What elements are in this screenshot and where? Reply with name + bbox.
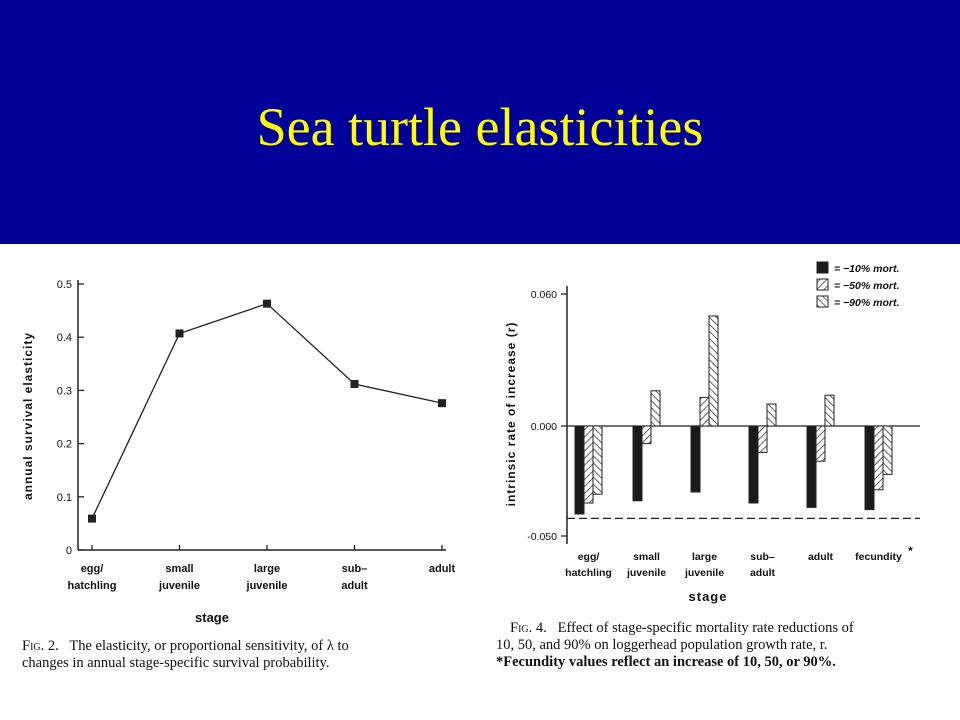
x-tick-label: juvenile (684, 567, 724, 579)
y-tick-label: 0.4 (57, 332, 72, 344)
x-tick-label: small (165, 563, 193, 575)
y-tick-label: -0.050 (527, 531, 557, 543)
y-axis-label: annual survival elasticity (21, 332, 35, 500)
y-axis-label: intrinsic rate of increase (r) (504, 322, 518, 507)
x-tick-label: * (908, 544, 913, 558)
bar (748, 425, 759, 504)
bar (574, 425, 585, 515)
y-tick-label: 0.3 (57, 385, 72, 397)
bar (806, 425, 817, 508)
fig2-caption: Fig. 2. The elasticity, or proportional … (22, 638, 472, 672)
fig4-caption-line3: *Fecundity values reflect an increase of… (496, 654, 836, 670)
bar (708, 315, 719, 427)
elasticity-line-chart: 0 0.1 0.2 0.3 0.4 0.5 egg/hatchling small juveni… (21, 279, 456, 625)
x-tick-label: large (254, 563, 280, 575)
bar (873, 425, 884, 491)
fig4-caption-label: Fig. 4. (510, 620, 547, 636)
bar (757, 425, 768, 453)
legend-label: = −50% mort. (834, 280, 899, 292)
x-tick-label: juvenile (158, 580, 200, 592)
fig4-caption: Fig. 4. Effect of stage-specific mortali… (496, 620, 951, 671)
x-tick-label: adult (341, 580, 368, 592)
slide-title: Sea turtle elasticities (256, 97, 704, 157)
x-tick-label: juvenile (626, 567, 666, 579)
legend-swatch (816, 261, 829, 274)
bar (699, 396, 710, 427)
fig4-caption-line1: Effect of stage-specific mortality rate … (557, 620, 854, 636)
x-tick-label: adult (429, 563, 456, 575)
bar (583, 425, 594, 504)
bar (690, 425, 701, 493)
x-tick-label: juvenile (246, 580, 288, 592)
bar (592, 425, 603, 495)
x-tick-label: egg/ (81, 563, 104, 575)
bar (650, 390, 661, 427)
x-axis-label: stage (689, 589, 728, 604)
series-line (91, 302, 443, 519)
data-point (350, 380, 359, 389)
x-tick-label: hatchling (565, 567, 612, 579)
fig2-caption-label: Fig. 2. (22, 638, 59, 654)
y-tick-label: 0.1 (57, 492, 72, 504)
bar (632, 425, 643, 502)
x-tick-label: sub– (342, 563, 368, 575)
y-tick-label: 0 (66, 545, 72, 557)
x-tick-label: small (633, 551, 660, 563)
y-tick-label: 0.000 (531, 421, 557, 433)
x-axis-label: stage (195, 610, 229, 625)
bar (766, 403, 777, 427)
legend-swatch (816, 278, 829, 291)
y-tick-label: 0.5 (57, 279, 72, 291)
fig2-caption-line2: changes in annual stage-specific surviva… (22, 655, 330, 671)
data-point (263, 299, 271, 308)
fig4-caption-line2: 10, 50, and 90% on loggerhead population… (496, 637, 828, 653)
x-tick-label: fecundity (855, 551, 902, 563)
data-point (438, 399, 446, 408)
growth-rate-bar-chart: -0.050 0.000 0.060 egg/hatchling small juveni… (504, 261, 920, 604)
data-point (175, 329, 184, 338)
bar (815, 425, 826, 462)
data-point (88, 514, 96, 523)
title-band (0, 0, 960, 244)
bar (864, 425, 875, 511)
x-tick-label: sub– (750, 551, 775, 563)
x-tick-label: egg/ (578, 551, 600, 563)
legend-label: = −10% mort. (834, 263, 899, 275)
x-tick-label: hatchling (68, 580, 117, 592)
legend-swatch (816, 295, 829, 308)
figure-panel: 0 0.1 0.2 0.3 0.4 0.5 egg/hatchling small juveni… (0, 244, 960, 720)
y-tick-label: 0.2 (57, 439, 72, 451)
fig2-caption-line1: The elasticity, or proportional sensitiv… (69, 638, 349, 654)
bar (641, 425, 652, 445)
bar (882, 425, 893, 475)
x-tick-label: large (692, 551, 717, 563)
legend-label: = −90% mort. (834, 297, 899, 309)
x-tick-label: adult (808, 551, 834, 563)
y-tick-label: 0.060 (531, 289, 557, 301)
x-tick-label: adult (750, 567, 776, 579)
bar (824, 394, 835, 427)
